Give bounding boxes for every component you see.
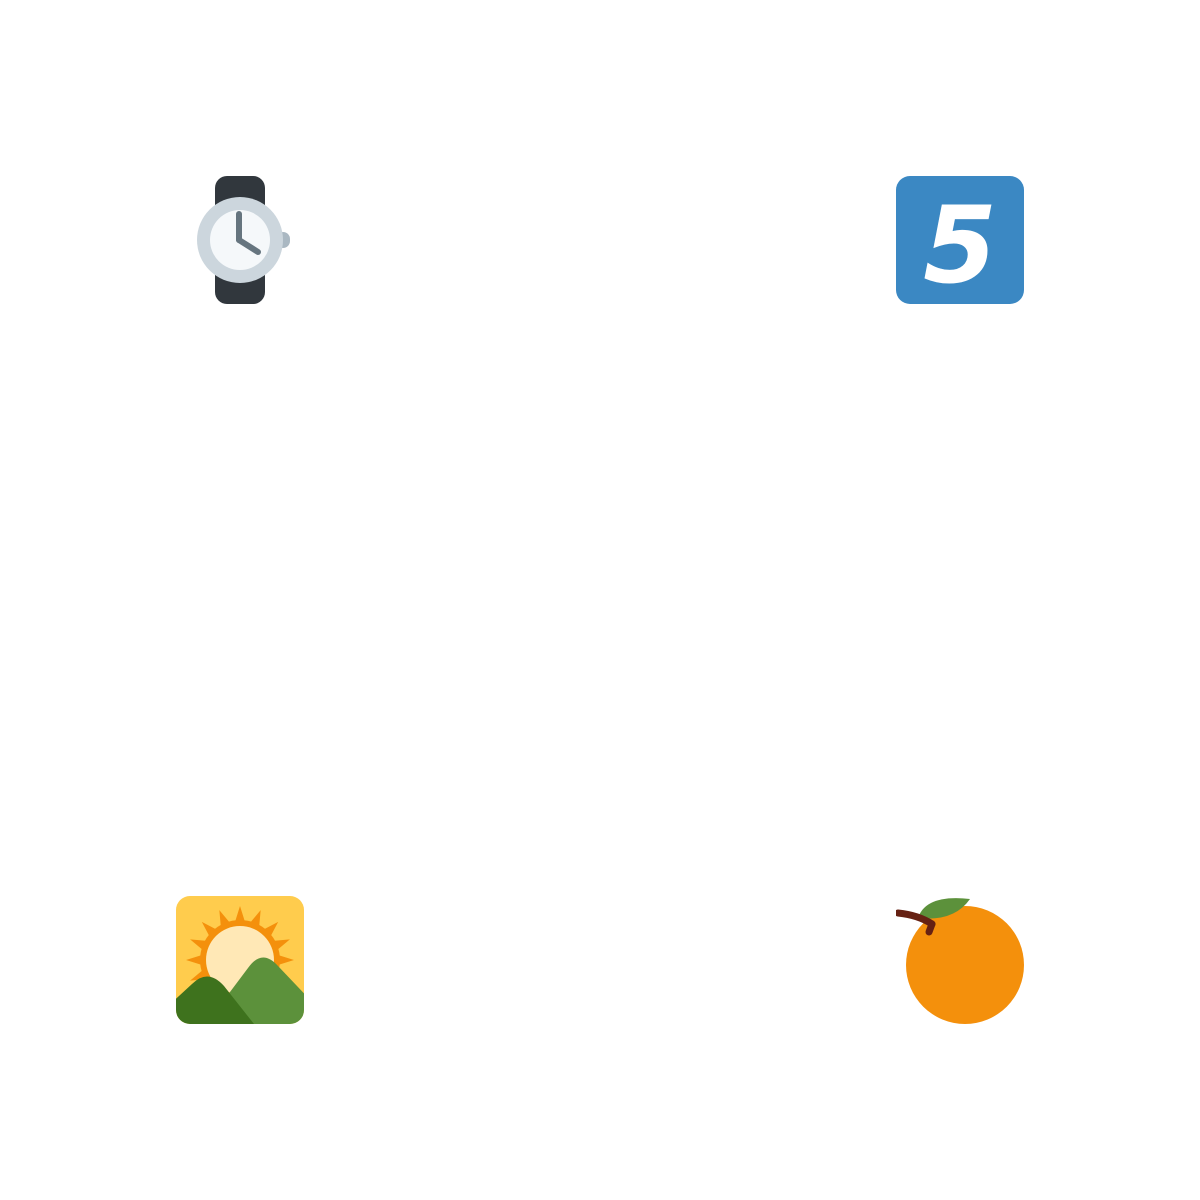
watch-icon — [176, 176, 304, 304]
keycap-digit: 5 — [923, 184, 997, 304]
sunrise-over-mountains-icon — [176, 896, 304, 1024]
tangerine-icon — [896, 896, 1024, 1024]
keycap-five-icon: 5 — [896, 176, 1024, 304]
